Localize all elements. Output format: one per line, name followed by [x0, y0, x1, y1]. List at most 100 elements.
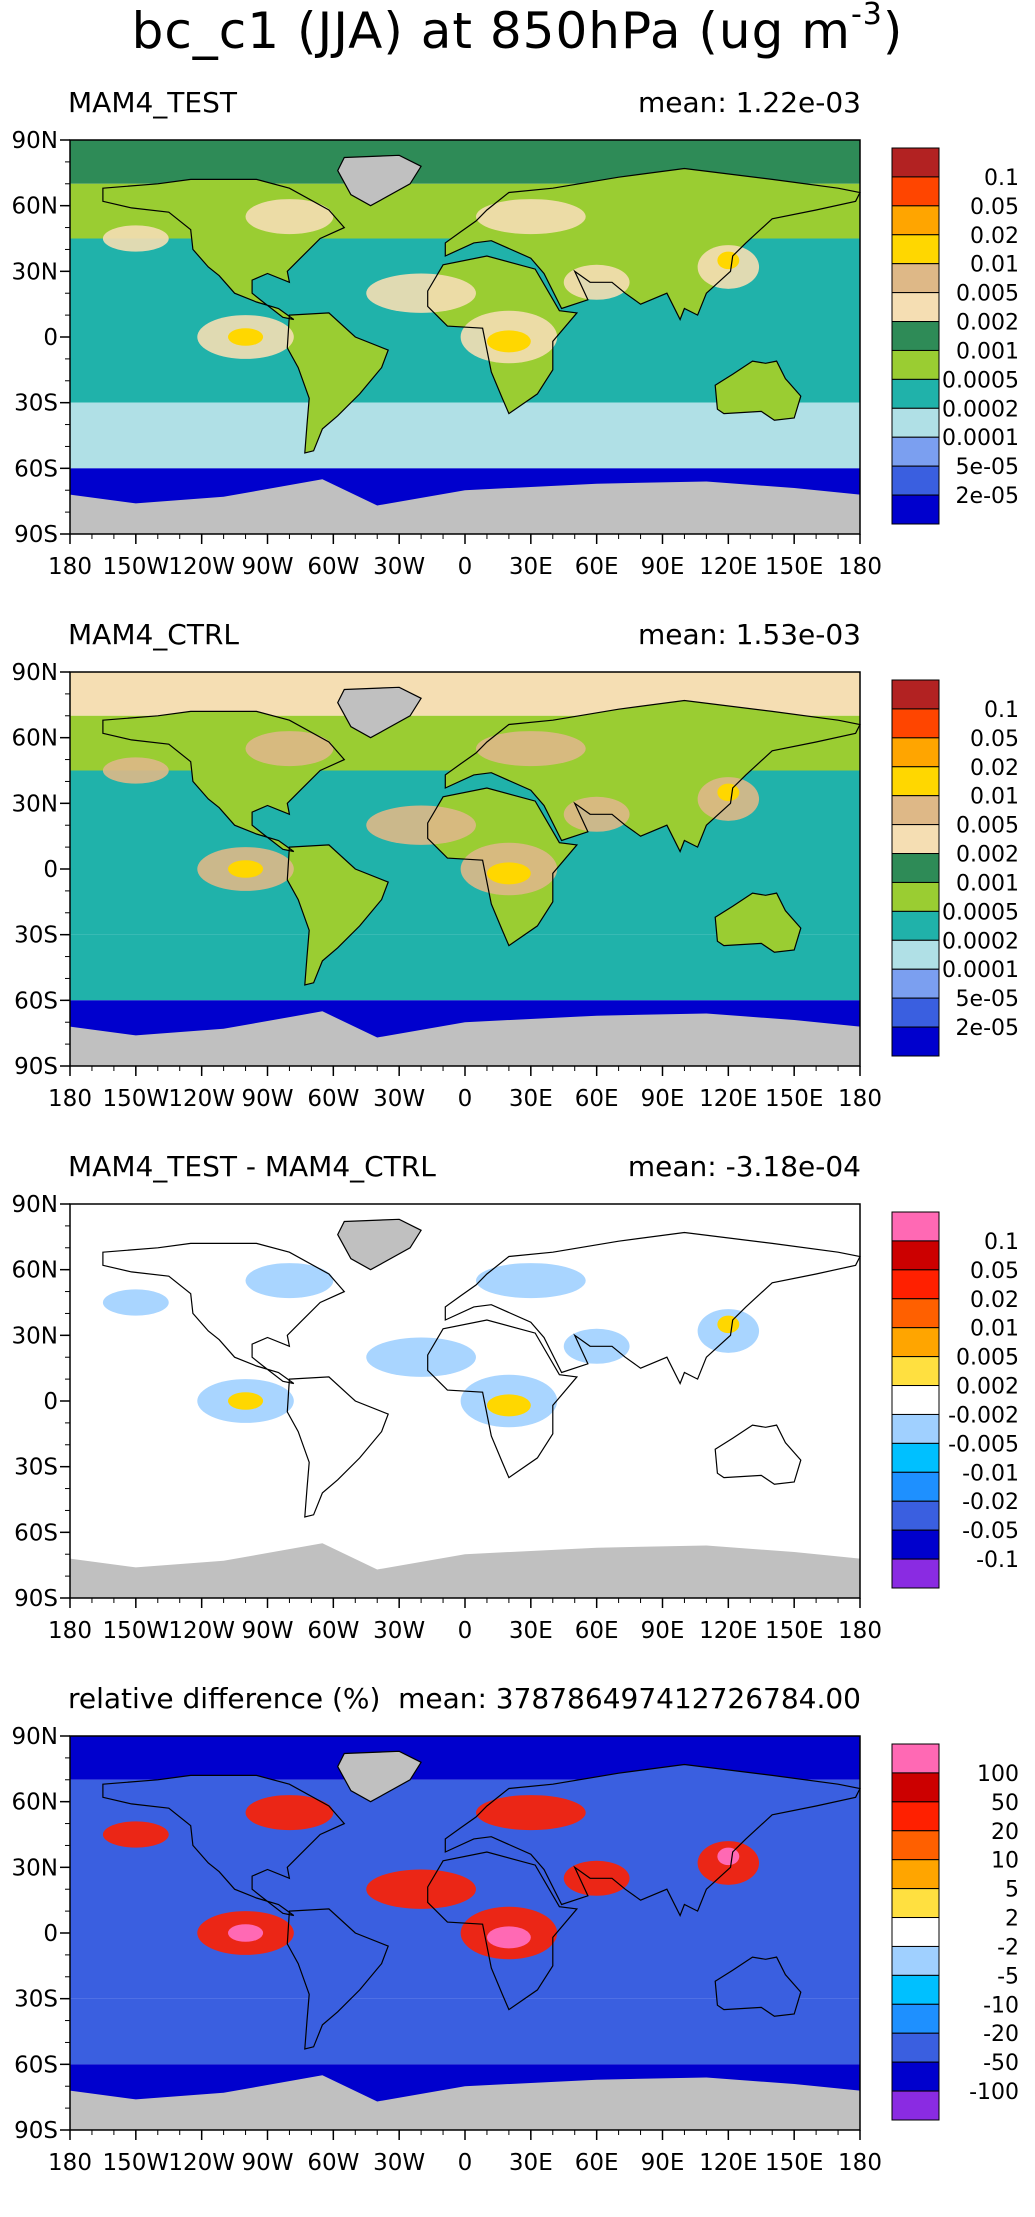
- lon-tick-label: 60E: [575, 2150, 619, 2176]
- colorbar-box: [891, 881, 940, 912]
- colorbar-box: [891, 234, 940, 265]
- colorbar-box: [891, 1772, 940, 1803]
- lat-tick-label: 60N: [12, 726, 58, 752]
- antarctica-fill: [70, 2075, 860, 2130]
- south-america-coastline: [286, 1376, 389, 1518]
- colorbar-box: [891, 1743, 940, 1774]
- colorbar-box: [891, 2061, 940, 2092]
- south-america-coastline: [286, 312, 389, 454]
- colorbar-box: [891, 1026, 940, 1057]
- colorbar-box: [891, 436, 940, 467]
- colorbar-box: [891, 2032, 940, 2063]
- lat-tick-label: 90S: [14, 2118, 58, 2144]
- lat-tick-label: 90N: [12, 1192, 58, 1218]
- panel-diff: MAM4_TEST - MAM4_CTRL mean: -3.18e-04 18…: [0, 1150, 1035, 1685]
- map-layer: [70, 672, 861, 1066]
- lon-tick-label: 150W: [103, 1086, 170, 1112]
- colorbar-label: 0.1: [984, 166, 1019, 191]
- south-america-fill: [287, 1376, 389, 1517]
- colorbar-label: 0.002: [956, 311, 1019, 336]
- lon-tick-label: 60W: [307, 2150, 359, 2176]
- field-hotspot: [486, 862, 531, 885]
- lon-tick-label: 120E: [699, 1618, 757, 1644]
- colorbar-label: 0.1: [984, 1230, 1019, 1255]
- field-blob: [366, 1869, 476, 1909]
- field-hotspot: [717, 783, 740, 802]
- field-blob: [102, 1821, 169, 1848]
- lon-tick-label: 150E: [765, 2150, 823, 2176]
- colorbar-label: 0.01: [970, 1317, 1019, 1342]
- field-blob: [475, 1795, 586, 1831]
- panel-mean: mean: 1.22e-03: [637, 86, 861, 119]
- field-hotspot: [717, 1315, 740, 1334]
- colorbar-box: [891, 1240, 940, 1271]
- panel-title: MAM4_TEST - MAM4_CTRL: [68, 1150, 436, 1183]
- lon-tick-label: 30W: [373, 1618, 425, 1644]
- colorbar-label: 0.0001: [942, 426, 1019, 451]
- lon-tick-label: 120E: [699, 1086, 757, 1112]
- lat-tick-label: 60S: [14, 456, 58, 482]
- lon-tick-label: 30E: [509, 554, 553, 580]
- antarctica-fill: [70, 1011, 860, 1066]
- colorbar-label: -2: [997, 1935, 1019, 1960]
- colorbar-label: 0.0005: [942, 368, 1019, 393]
- colorbar-label: -0.01: [962, 1461, 1019, 1486]
- north-america-coastline: [102, 1774, 346, 1917]
- colorbar-box: [891, 968, 940, 999]
- lon-tick-label: 120E: [699, 2150, 757, 2176]
- colorbar-label: 50: [991, 1791, 1019, 1816]
- colorbar-label: 0.001: [956, 339, 1019, 364]
- colorbar-box: [891, 1413, 940, 1444]
- colorbar-box: [891, 1269, 940, 1300]
- colorbar-box: [891, 1298, 940, 1329]
- field-blob: [245, 1795, 334, 1831]
- greenland-coastline: [337, 1750, 422, 1803]
- panel-test: MAM4_TEST mean: 1.22e-03 180 150W 120W 90W 6…: [0, 86, 1035, 621]
- figure-title-text: bc_c1 (JJA) at 850hPa (ug m: [131, 2, 851, 60]
- lat-tick-label: 0: [43, 325, 58, 351]
- field-blob: [475, 1263, 586, 1299]
- colorbar-box: [891, 147, 940, 178]
- panel-ctrl: MAM4_CTRL mean: 1.53e-03 180 150W 120W 90W 6…: [0, 618, 1035, 1153]
- lat-tick-label: 30S: [14, 1455, 58, 1481]
- colorbar-label: -100: [969, 2080, 1019, 2105]
- map-layer: [70, 140, 861, 534]
- lon-tick-label: 90W: [241, 1618, 293, 1644]
- lon-tick-label: 90E: [641, 554, 685, 580]
- colorbar-label: 0.01: [970, 785, 1019, 810]
- lon-tick-label: 90E: [641, 1086, 685, 1112]
- lon-tick-label: 0: [458, 1618, 473, 1644]
- north-america-coastline: [102, 710, 346, 853]
- lon-tick-label: 30E: [509, 1086, 553, 1112]
- australia-coastline: [714, 360, 802, 421]
- lon-tick-label: 120W: [168, 1618, 235, 1644]
- field-hotspot: [717, 251, 740, 270]
- field-hotspot: [486, 1394, 531, 1417]
- lon-tick-label: 120E: [699, 554, 757, 580]
- colorbar-box: [891, 2090, 940, 2121]
- lon-tick-label: 90W: [241, 2150, 293, 2176]
- colorbar-box: [891, 997, 940, 1028]
- colorbar-box: [891, 1888, 940, 1919]
- south-america-fill: [287, 1908, 389, 2049]
- australia-fill: [715, 893, 801, 953]
- south-america-fill: [287, 312, 389, 453]
- australia-fill: [715, 1957, 801, 2017]
- lon-tick-label: 30E: [509, 1618, 553, 1644]
- colorbar-box: [891, 407, 940, 438]
- colorbar-box: [891, 1859, 940, 1890]
- south-america-coastline: [286, 844, 389, 986]
- lon-tick-label: 180: [838, 1086, 882, 1112]
- colorbar-label: 100: [977, 1762, 1019, 1787]
- colorbar-label: -10: [983, 1993, 1019, 2018]
- lat-tick-label: 60S: [14, 2052, 58, 2078]
- lon-tick-label: 30E: [509, 2150, 553, 2176]
- australia-fill: [715, 1425, 801, 1485]
- colorbar-box: [891, 1801, 940, 1832]
- lon-tick-label: 180: [48, 1086, 92, 1112]
- lon-tick-label: 150W: [103, 1618, 170, 1644]
- colorbar-label: 0.05: [970, 727, 1019, 752]
- colorbar-box: [891, 939, 940, 970]
- field-blob: [245, 199, 334, 235]
- colorbar-label: -0.002: [948, 1403, 1019, 1428]
